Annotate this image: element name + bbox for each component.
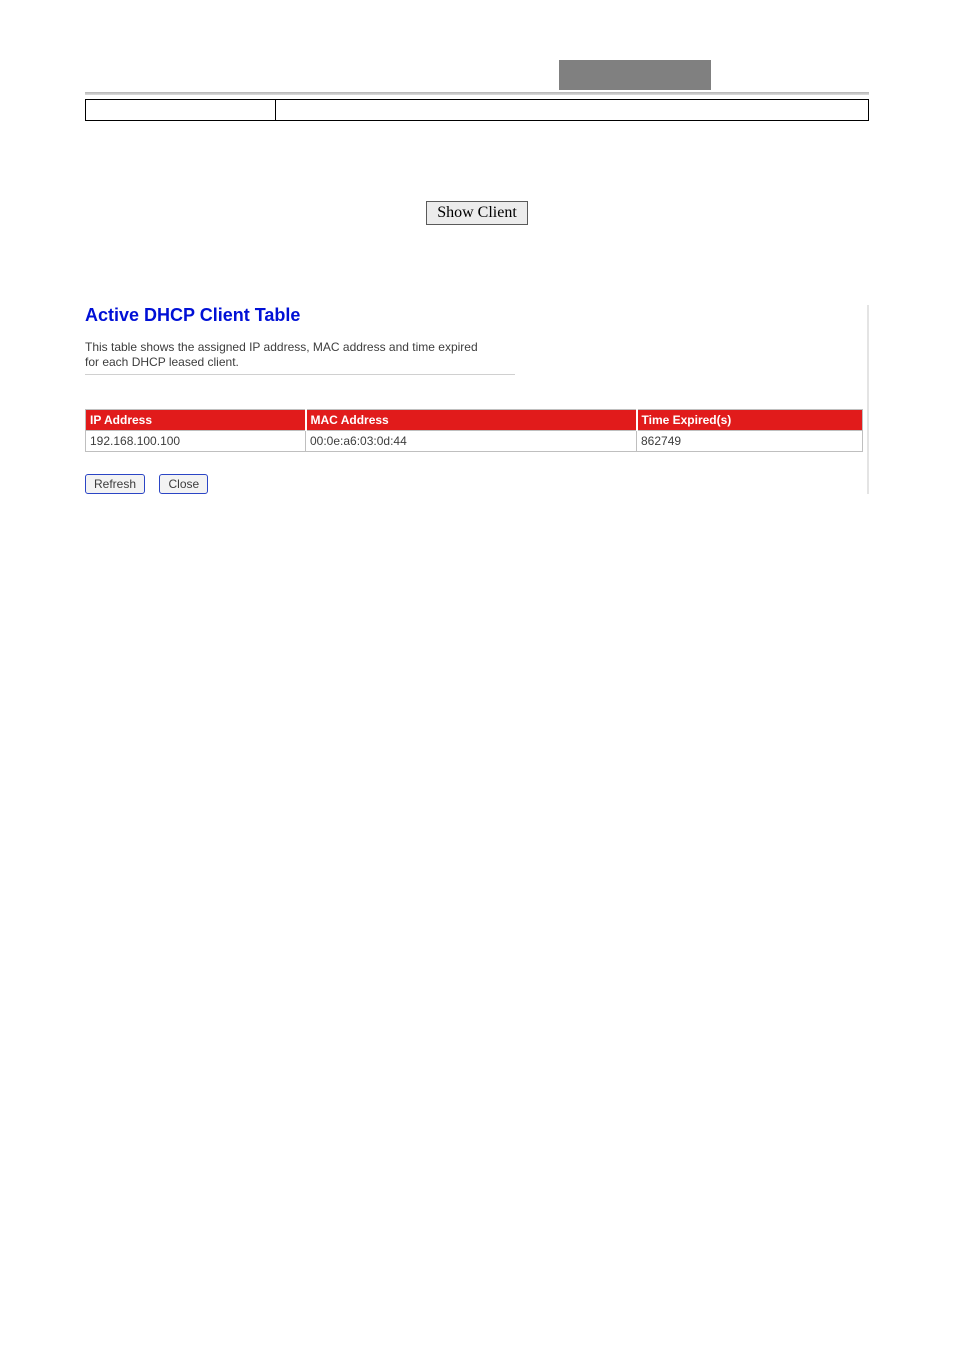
table-row: 192.168.100.100 00:0e:a6:03:0d:44 862749: [86, 431, 863, 452]
dhcp-client-table: IP Address MAC Address Time Expired(s) 1…: [85, 409, 863, 452]
cell-time: 862749: [637, 431, 863, 452]
refresh-button[interactable]: Refresh: [85, 474, 145, 494]
cell-mac: 00:0e:a6:03:0d:44: [306, 431, 637, 452]
button-row: Refresh Close: [85, 474, 863, 494]
description-divider: [85, 374, 515, 375]
close-button[interactable]: Close: [159, 474, 208, 494]
cell-ip: 192.168.100.100: [86, 431, 306, 452]
content-panel: Active DHCP Client Table This table show…: [85, 305, 869, 494]
description-line-2: for each DHCP leased client.: [85, 355, 239, 369]
header-underline: [85, 92, 869, 95]
description-line-1: This table shows the assigned IP address…: [85, 340, 478, 354]
sub-header-row: [85, 99, 869, 121]
description: This table shows the assigned IP address…: [85, 340, 515, 370]
col-header-ip: IP Address: [86, 410, 306, 431]
table-header-row: IP Address MAC Address Time Expired(s): [86, 410, 863, 431]
header-grey-block: [559, 60, 711, 90]
page-title: Active DHCP Client Table: [85, 305, 863, 326]
show-client-button[interactable]: Show Client: [426, 201, 528, 225]
header-bar: [85, 60, 869, 95]
sub-header-left-cell: [85, 99, 275, 121]
sub-header-right-cell: [275, 99, 869, 121]
col-header-mac: MAC Address: [306, 410, 637, 431]
col-header-time: Time Expired(s): [637, 410, 863, 431]
